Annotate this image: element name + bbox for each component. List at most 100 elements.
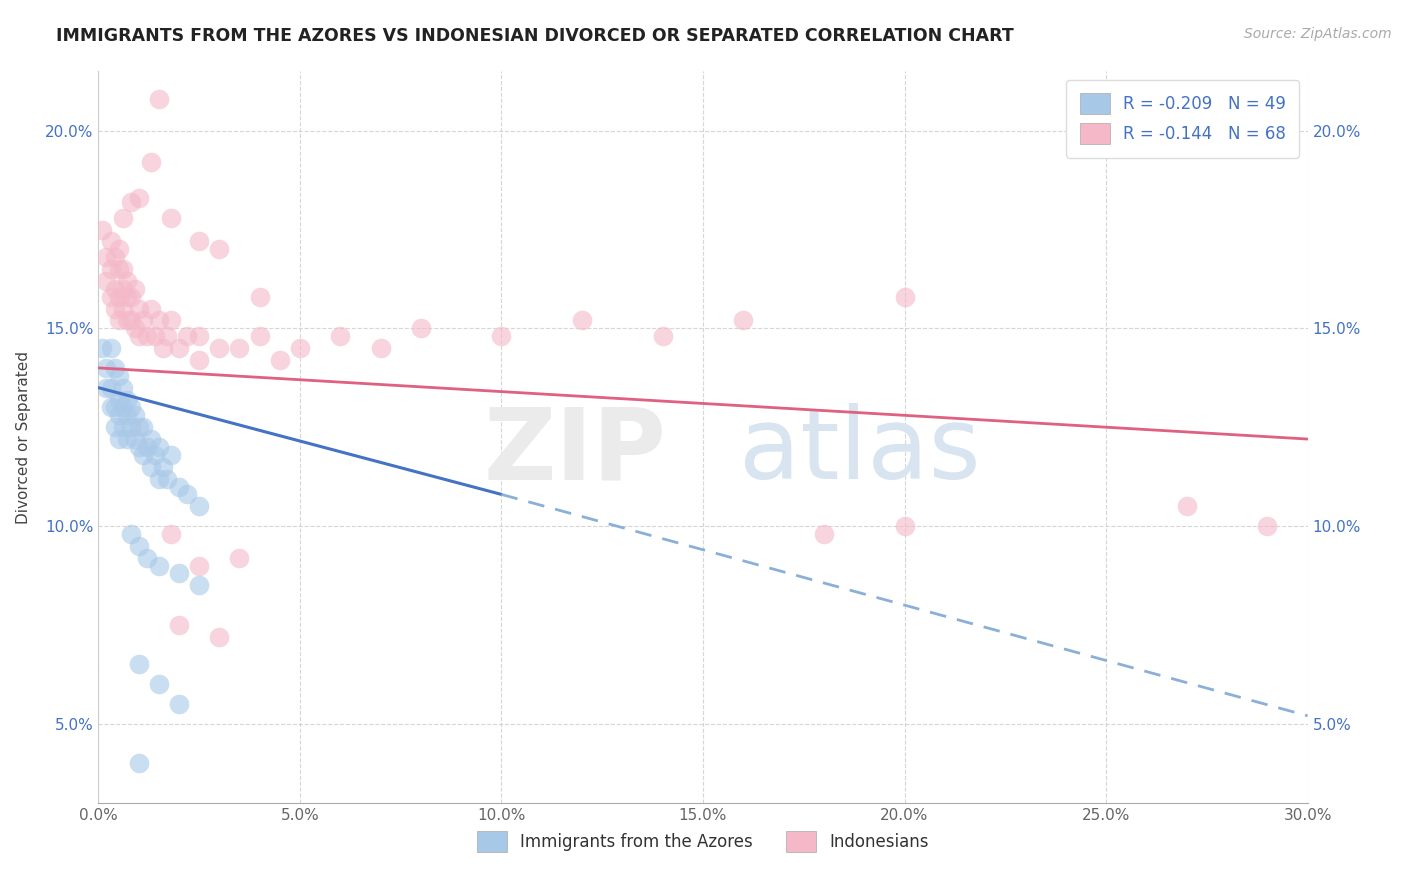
Point xyxy=(107,242,129,256)
Point xyxy=(188,329,211,343)
Point xyxy=(103,401,125,415)
Point xyxy=(124,432,146,446)
Point xyxy=(288,341,311,355)
Point xyxy=(228,550,250,565)
Point xyxy=(176,329,198,343)
Point xyxy=(107,368,129,383)
Point xyxy=(115,274,138,288)
Point xyxy=(128,440,150,454)
Point xyxy=(1256,519,1278,533)
Point xyxy=(124,321,146,335)
Point xyxy=(156,472,179,486)
Point xyxy=(893,519,915,533)
Point xyxy=(120,527,142,541)
Point xyxy=(96,381,118,395)
Point xyxy=(160,211,183,225)
Point xyxy=(893,290,915,304)
Point xyxy=(96,274,118,288)
Point xyxy=(115,313,138,327)
Point xyxy=(160,527,183,541)
Point xyxy=(167,697,190,711)
Point xyxy=(91,341,114,355)
Point xyxy=(103,301,125,316)
Point xyxy=(148,677,170,691)
Point xyxy=(107,262,129,277)
Point xyxy=(103,360,125,375)
Point xyxy=(370,341,392,355)
Point xyxy=(249,329,271,343)
Point xyxy=(188,578,211,592)
Point xyxy=(269,353,291,368)
Text: atlas: atlas xyxy=(740,403,981,500)
Point xyxy=(124,409,146,423)
Point xyxy=(152,459,174,474)
Point xyxy=(103,250,125,264)
Point xyxy=(96,250,118,264)
Point xyxy=(107,432,129,446)
Point xyxy=(111,262,134,277)
Point xyxy=(143,448,166,462)
Point xyxy=(571,313,593,327)
Point xyxy=(120,401,142,415)
Point xyxy=(128,539,150,553)
Point xyxy=(135,550,157,565)
Point xyxy=(115,290,138,304)
Point xyxy=(111,381,134,395)
Point xyxy=(1175,500,1198,514)
Point xyxy=(148,472,170,486)
Point xyxy=(100,235,122,249)
Point xyxy=(128,191,150,205)
Point xyxy=(143,329,166,343)
Point xyxy=(107,409,129,423)
Point xyxy=(148,92,170,106)
Point xyxy=(111,282,134,296)
Text: Source: ZipAtlas.com: Source: ZipAtlas.com xyxy=(1244,27,1392,41)
Point xyxy=(111,401,134,415)
Point xyxy=(128,301,150,316)
Point xyxy=(156,329,179,343)
Point xyxy=(329,329,352,343)
Point xyxy=(135,440,157,454)
Point xyxy=(208,341,231,355)
Point xyxy=(148,440,170,454)
Point xyxy=(107,392,129,407)
Point xyxy=(139,301,162,316)
Point xyxy=(139,155,162,169)
Point xyxy=(152,341,174,355)
Point xyxy=(128,420,150,434)
Point xyxy=(160,448,183,462)
Point xyxy=(167,479,190,493)
Point xyxy=(160,313,183,327)
Point xyxy=(132,313,155,327)
Point xyxy=(128,657,150,672)
Point xyxy=(100,401,122,415)
Point xyxy=(91,222,114,236)
Point xyxy=(228,341,250,355)
Point xyxy=(111,420,134,434)
Point xyxy=(188,558,211,573)
Point xyxy=(139,432,162,446)
Point xyxy=(100,341,122,355)
Point xyxy=(115,392,138,407)
Point xyxy=(208,630,231,644)
Point xyxy=(100,290,122,304)
Point xyxy=(188,500,211,514)
Point xyxy=(111,211,134,225)
Point xyxy=(107,290,129,304)
Point xyxy=(167,618,190,632)
Point xyxy=(813,527,835,541)
Point xyxy=(651,329,673,343)
Point xyxy=(120,313,142,327)
Point xyxy=(188,235,211,249)
Point xyxy=(128,756,150,771)
Point xyxy=(128,329,150,343)
Point xyxy=(135,329,157,343)
Point xyxy=(120,194,142,209)
Point xyxy=(103,420,125,434)
Point xyxy=(96,360,118,375)
Point xyxy=(139,459,162,474)
Point xyxy=(107,313,129,327)
Point xyxy=(100,262,122,277)
Point xyxy=(115,432,138,446)
Point xyxy=(148,313,170,327)
